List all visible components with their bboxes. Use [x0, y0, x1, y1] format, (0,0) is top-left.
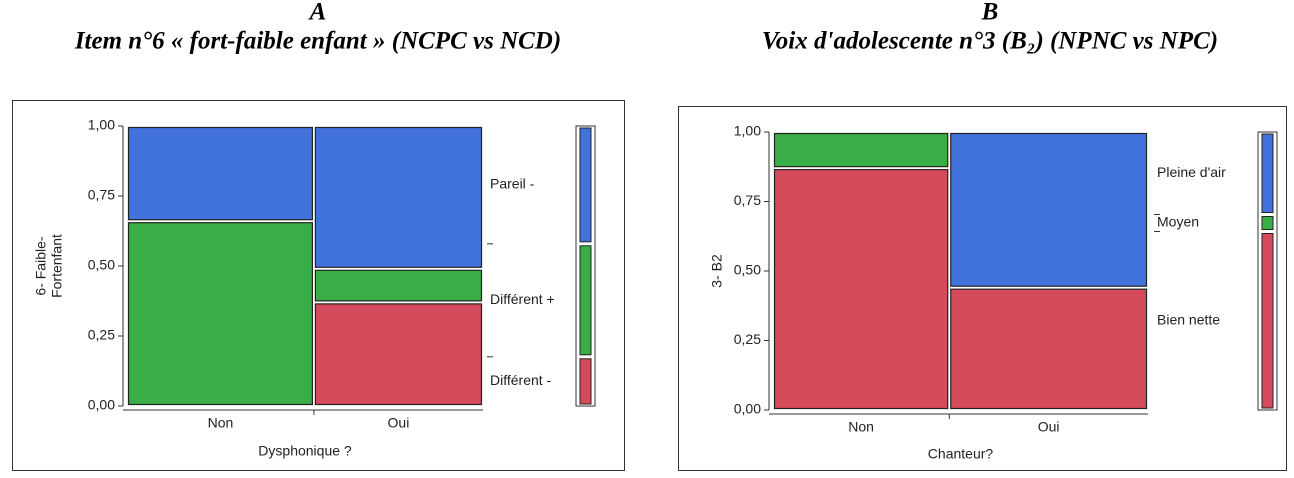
y-tick-label: 0,00 [734, 401, 761, 417]
y-axis-label: 6- Faible- [33, 236, 49, 295]
legend-frame [575, 125, 596, 407]
y-tick-label: 0,00 [88, 397, 115, 413]
y-tick-label: 0,75 [734, 192, 761, 208]
legend-swatch [579, 245, 592, 356]
x-tick-label: Oui [388, 415, 410, 431]
chart-title: Item n°6 « fort-faible enfant » (NCPC vs… [74, 28, 561, 55]
y-axis-label: Fortenfant [49, 234, 65, 298]
y-tick-label: 0,25 [734, 331, 761, 347]
x-tick-label: Oui [1038, 419, 1060, 435]
mosaic-cell [950, 132, 1148, 287]
x-axis-label: Dysphonique ? [258, 443, 352, 459]
legend-swatch [579, 358, 592, 405]
legend-label: Différent - [490, 372, 552, 388]
y-tick-label: 0,25 [88, 327, 115, 343]
legend-label: Différent + [490, 291, 555, 307]
chart-title: Voix d'adolescente n°3 (B₂) (NPNC vs NPC… [762, 28, 1218, 55]
legend-label: Pareil - [490, 176, 535, 192]
legend-swatch [1261, 232, 1274, 409]
legend-swatch [1261, 133, 1274, 214]
mosaic-cell [314, 303, 483, 406]
y-tick-label: 1,00 [734, 123, 761, 139]
panel-letter: B [981, 0, 999, 26]
x-tick-label: Non [208, 415, 234, 431]
mosaic-cell [127, 126, 313, 221]
panel-letter: A [308, 0, 327, 26]
legend-label: Bien nette [1157, 311, 1220, 327]
legend-swatch [1261, 216, 1274, 230]
panel-frame [678, 106, 1287, 471]
mosaic-cell [773, 132, 949, 168]
legend-label: Moyen [1157, 214, 1199, 230]
mosaic-cell [314, 269, 483, 302]
y-tick-label: 1,00 [88, 117, 115, 133]
y-axis-label: 3- B2 [709, 254, 725, 288]
x-axis-label: Chanteur? [928, 446, 994, 462]
legend-label: Pleine d'air [1157, 164, 1226, 180]
panel-frame [12, 100, 625, 471]
x-tick-label: Non [848, 419, 874, 435]
mosaic-cell [127, 222, 313, 406]
y-tick-label: 0,75 [88, 187, 115, 203]
mosaic-cell [314, 126, 483, 268]
legend-swatch [579, 127, 592, 243]
legend-frame [1257, 131, 1278, 411]
mosaic-cell [773, 169, 949, 410]
y-tick-label: 0,50 [734, 262, 761, 278]
mosaic-cell [950, 288, 1148, 410]
y-tick-label: 0,50 [88, 257, 115, 273]
